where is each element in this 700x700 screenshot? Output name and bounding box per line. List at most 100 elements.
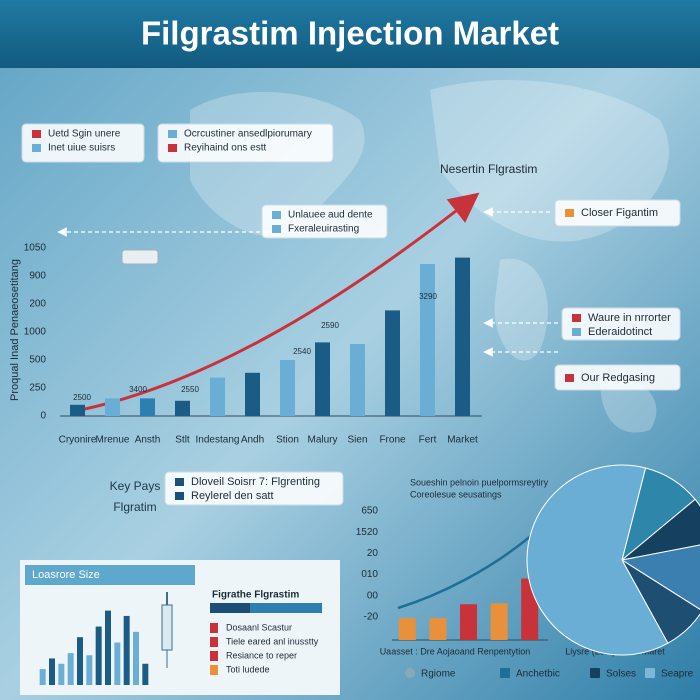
list-label: Resiance to reper <box>226 650 297 660</box>
legend-box <box>561 307 681 341</box>
list-label: Tiele eared anl inusstty <box>226 636 319 646</box>
bar <box>460 604 477 640</box>
legend-label: Dloveil Soisrr 7: Flgrenting <box>191 476 320 488</box>
legend-swatch <box>565 374 574 382</box>
bar <box>490 603 508 640</box>
x-tick-label: Stion <box>276 435 299 446</box>
legend-label: Uetd Sgin unere <box>48 129 121 140</box>
legend-swatch <box>32 144 41 152</box>
list-swatch <box>210 623 218 633</box>
bar <box>105 610 111 685</box>
legend-label: Rgiome <box>421 669 456 680</box>
legend-label: Seapre <box>661 669 694 680</box>
chart-subtitle: Coreolesue seusatings <box>410 489 502 499</box>
syringe-icon <box>161 592 173 668</box>
bar <box>175 400 190 416</box>
bar <box>133 631 139 685</box>
legend-box <box>157 123 334 163</box>
legend-swatch <box>168 130 177 138</box>
bar <box>420 264 435 416</box>
y-tick-label: 1520 <box>356 527 379 538</box>
bar <box>350 344 365 416</box>
bar <box>114 642 121 685</box>
y-tick-label: 20 <box>367 548 379 559</box>
legend-label: Closer Figantim <box>581 207 658 219</box>
y-tick-label: 650 <box>361 506 378 517</box>
y-tick-label: 010 <box>361 569 378 580</box>
left-panel-header <box>25 565 195 585</box>
legend-label: Reylerel den satt <box>191 490 274 502</box>
bar <box>77 637 83 685</box>
bar <box>95 626 102 685</box>
bar-annotation: 3290 <box>419 292 437 301</box>
y-tick-label: 0 <box>40 411 46 422</box>
list-bar-accent <box>210 603 250 613</box>
legend-label: Ederaidotinct <box>588 326 652 338</box>
bar <box>86 655 93 685</box>
legend-label: Inet uiue suisrs <box>48 143 115 154</box>
bar <box>429 618 447 640</box>
list-swatch <box>210 637 218 647</box>
x-tick-label: Sien <box>347 435 367 446</box>
y-tick-label: 900 <box>29 271 46 282</box>
legend-label: Reyihaind ons estt <box>184 143 266 154</box>
bar <box>67 653 74 685</box>
legend-swatch <box>500 668 510 678</box>
trend-arrow <box>79 192 480 412</box>
panel-header: Loasrore Size <box>32 569 100 581</box>
bar <box>58 663 65 685</box>
bar <box>455 257 470 416</box>
bar <box>245 372 260 416</box>
legend-swatch <box>272 225 281 233</box>
legend-label: Fxeraleuirasting <box>288 224 359 235</box>
legend-swatch <box>168 144 177 152</box>
trend-label: Nesertin Flgrastim <box>440 162 537 176</box>
x-tick-label: Malury <box>307 435 337 446</box>
bar-annotation: 2550 <box>181 385 199 394</box>
y-tick-label: 200 <box>29 299 46 310</box>
bar <box>210 377 225 416</box>
chart-subtitle: Soueshin pelnoin puelpormsreytiry <box>410 477 549 487</box>
x-tick-label: Stlt <box>175 435 190 446</box>
bar <box>140 398 155 416</box>
bar <box>123 615 130 685</box>
legend-box <box>164 471 344 506</box>
legend-swatch <box>272 211 281 219</box>
y-tick-label: 1050 <box>24 243 47 254</box>
x-tick-label: Fert <box>419 435 437 446</box>
x-tick-label: Ansth <box>135 435 161 446</box>
legend-box <box>21 123 145 163</box>
list-label: Toti ludede <box>226 664 270 674</box>
legend-swatch <box>405 668 415 678</box>
x-tick-label: Andh <box>241 435 264 446</box>
bar <box>105 398 120 416</box>
y-tick-label: 500 <box>29 355 46 366</box>
list-swatch <box>210 665 218 675</box>
legend-box <box>261 204 388 239</box>
legend-swatch <box>572 328 581 336</box>
legend-swatch <box>175 478 184 486</box>
key-pays-title: Key Pays <box>110 479 161 493</box>
bar-annotation: 2540 <box>293 347 311 356</box>
y-tick-label: 1000 <box>24 327 47 338</box>
key-pays-title: Flgratim <box>113 500 156 514</box>
bar <box>315 342 330 416</box>
bar <box>39 669 46 685</box>
pie-slice <box>620 544 700 610</box>
legend-box <box>554 364 681 391</box>
bottom-trend <box>397 534 533 610</box>
legend-swatch <box>645 668 655 678</box>
bar <box>280 360 295 416</box>
y-tick-label: -20 <box>364 612 379 623</box>
legend-swatch <box>175 492 184 500</box>
bar <box>385 310 400 416</box>
title-banner <box>0 0 700 68</box>
x-tick-label: Market <box>447 435 478 446</box>
x-tick-label: Frone <box>379 435 406 446</box>
list-bar <box>210 603 322 613</box>
pie-slice <box>526 464 669 656</box>
pie-slice <box>621 498 700 561</box>
bar-annotation: 2590 <box>321 321 339 330</box>
legend-box <box>554 199 681 227</box>
chart-caption: Uaasset : Dre Aojaoand Renpentytion <box>380 646 531 656</box>
